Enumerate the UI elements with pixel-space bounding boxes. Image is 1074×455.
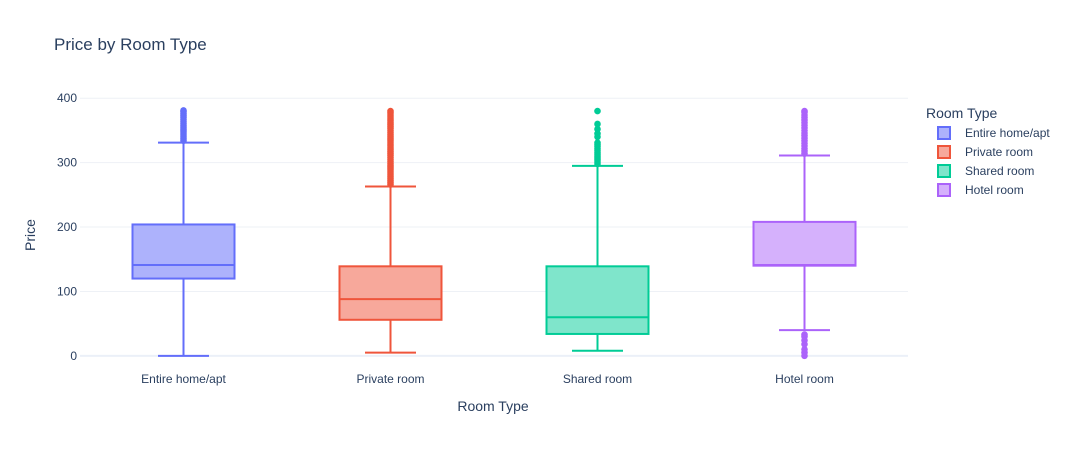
legend-title: Room Type — [926, 105, 998, 121]
legend-items: Entire home/apt Private room Shared room Ho… — [937, 126, 1050, 197]
x-axis-title: Room Type — [457, 398, 529, 414]
x-tick-label: Shared room — [563, 372, 632, 386]
iqr-box[interactable] — [752, 220, 857, 267]
legend-swatch — [937, 183, 951, 197]
x-tick-label: Hotel room — [775, 372, 834, 386]
legend-item-entire-home-apt[interactable]: Entire home/apt — [937, 126, 1050, 140]
y-tick-label: 200 — [57, 220, 77, 234]
x-tick-label: Entire home/apt — [141, 372, 226, 386]
outlier-point — [594, 125, 601, 133]
legend-item-hotel-room[interactable]: Hotel room — [937, 183, 1024, 197]
legend-label: Shared room — [965, 164, 1034, 178]
box-entire-home-apt — [131, 107, 236, 357]
outlier-point — [594, 130, 601, 137]
outlier-point — [594, 107, 601, 115]
plot-area — [131, 107, 857, 360]
legend-swatch — [937, 126, 951, 140]
iqr-box[interactable] — [131, 223, 236, 280]
chart-title: Price by Room Type — [54, 35, 207, 54]
x-tick-label: Private room — [356, 372, 424, 386]
legend: Room Type Entire home/apt Private room Sha… — [926, 105, 1050, 197]
outlier-point — [387, 107, 394, 115]
iqr-box[interactable] — [338, 265, 443, 321]
y-tick-label: 100 — [57, 284, 77, 298]
legend-label: Private room — [965, 145, 1033, 159]
legend-label: Hotel room — [965, 183, 1024, 197]
outlier-point — [801, 107, 808, 115]
outlier-point — [180, 107, 187, 114]
legend-swatch — [937, 145, 951, 159]
legend-item-private-room[interactable]: Private room — [937, 145, 1033, 159]
outlier-point — [801, 346, 808, 353]
outlier-point — [801, 331, 808, 338]
y-axis-title: Price — [22, 219, 38, 251]
y-axis-ticks: 0 100 200 300 400 — [57, 91, 77, 363]
legend-label: Entire home/apt — [965, 126, 1050, 140]
box-hotel-room — [752, 107, 857, 360]
box-private-room — [338, 107, 443, 354]
outlier-point — [594, 120, 601, 128]
legend-item-shared-room[interactable]: Shared room — [937, 164, 1034, 178]
legend-swatch — [937, 164, 951, 178]
outlier-point — [594, 139, 601, 146]
box-shared-room — [545, 107, 650, 352]
x-axis-ticks: Entire home/apt Private room Shared room Ho… — [141, 372, 834, 386]
y-tick-label: 400 — [57, 91, 77, 105]
y-tick-label: 300 — [57, 156, 77, 170]
iqr-box[interactable] — [545, 265, 650, 335]
y-tick-label: 0 — [70, 349, 77, 363]
